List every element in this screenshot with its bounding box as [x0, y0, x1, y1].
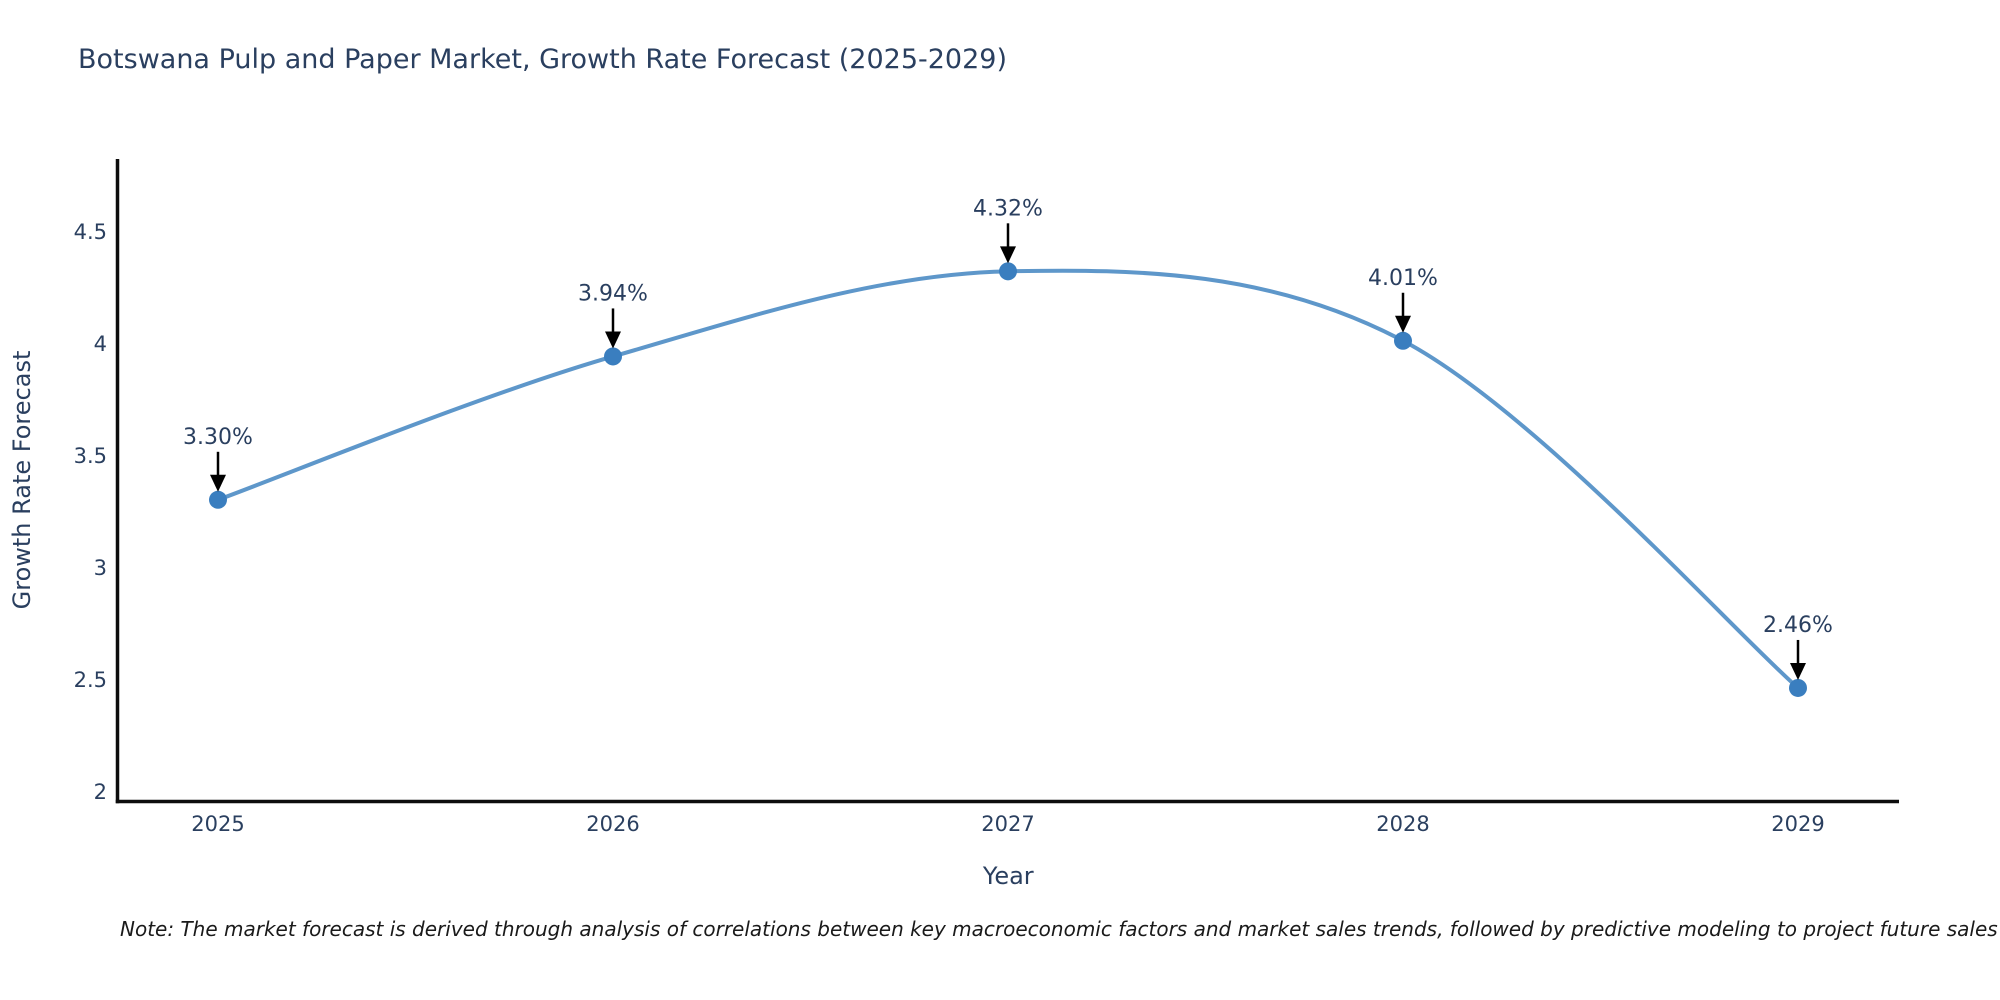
- x-tick-label: 2029: [1771, 812, 1824, 836]
- data-point-marker: [1789, 678, 1807, 697]
- trend-line: [217, 268, 1800, 690]
- annotation-arrowhead-icon: [605, 331, 621, 349]
- y-axis-title: Growth Rate Forecast: [8, 351, 36, 610]
- annotation-label: 4.01%: [1368, 266, 1438, 291]
- data-point-marker: [1394, 331, 1412, 350]
- annotation-arrowhead-icon: [210, 474, 226, 492]
- x-tick-label: 2026: [586, 812, 639, 836]
- data-point-marker: [604, 347, 622, 366]
- footnote: Note: The market forecast is derived thr…: [120, 917, 1998, 941]
- annotation-arrowhead-icon: [1000, 246, 1016, 264]
- data-point-marker: [999, 262, 1017, 281]
- data-point-marker: [209, 490, 227, 509]
- y-tick-label: 3.5: [74, 444, 107, 468]
- x-tick-label: 2028: [1376, 812, 1429, 836]
- x-tick-label: 2025: [191, 812, 244, 836]
- x-tick-label: 2027: [981, 812, 1034, 836]
- x-axis-title: Year: [982, 862, 1034, 890]
- y-tick-label: 3: [94, 556, 107, 580]
- annotation-label: 3.94%: [578, 281, 648, 306]
- annotation-label: 2.46%: [1763, 613, 1833, 638]
- annotation-label: 4.32%: [973, 196, 1043, 221]
- annotation-arrowhead-icon: [1790, 662, 1806, 680]
- y-tick-label: 4: [94, 332, 107, 356]
- y-tick-label: 4.5: [74, 220, 107, 244]
- annotation-arrowhead-icon: [1395, 315, 1411, 333]
- chart-title: Botswana Pulp and Paper Market, Growth R…: [78, 44, 1007, 75]
- y-tick-label: 2: [94, 780, 107, 804]
- annotation-label: 3.30%: [183, 425, 253, 450]
- y-tick-label: 2.5: [74, 668, 107, 692]
